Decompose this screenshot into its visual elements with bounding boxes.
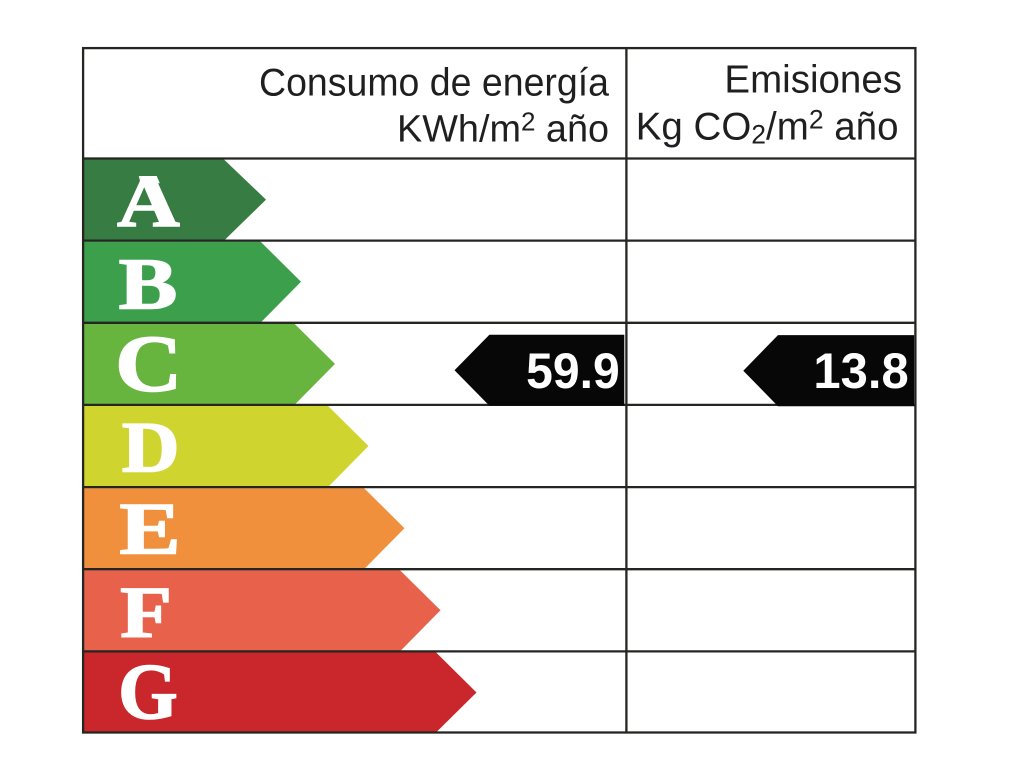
svg-text:E: E [120, 488, 181, 570]
svg-text:C: C [115, 320, 182, 409]
svg-text:D: D [122, 408, 180, 487]
svg-text:Emisiones: Emisiones [724, 59, 902, 102]
svg-text:Kg CO2/m2 año: Kg CO2/m2 año [636, 104, 899, 149]
svg-text:B: B [119, 243, 178, 324]
svg-text:59.9: 59.9 [526, 343, 620, 399]
svg-text:13.8: 13.8 [813, 343, 908, 399]
svg-text:F: F [120, 572, 172, 653]
svg-text:G: G [118, 648, 177, 736]
svg-text:KWh/m2 año: KWh/m2 año [397, 107, 609, 151]
svg-text:A: A [117, 161, 180, 242]
svg-text:Consumo de energía: Consumo de energía [259, 61, 610, 104]
